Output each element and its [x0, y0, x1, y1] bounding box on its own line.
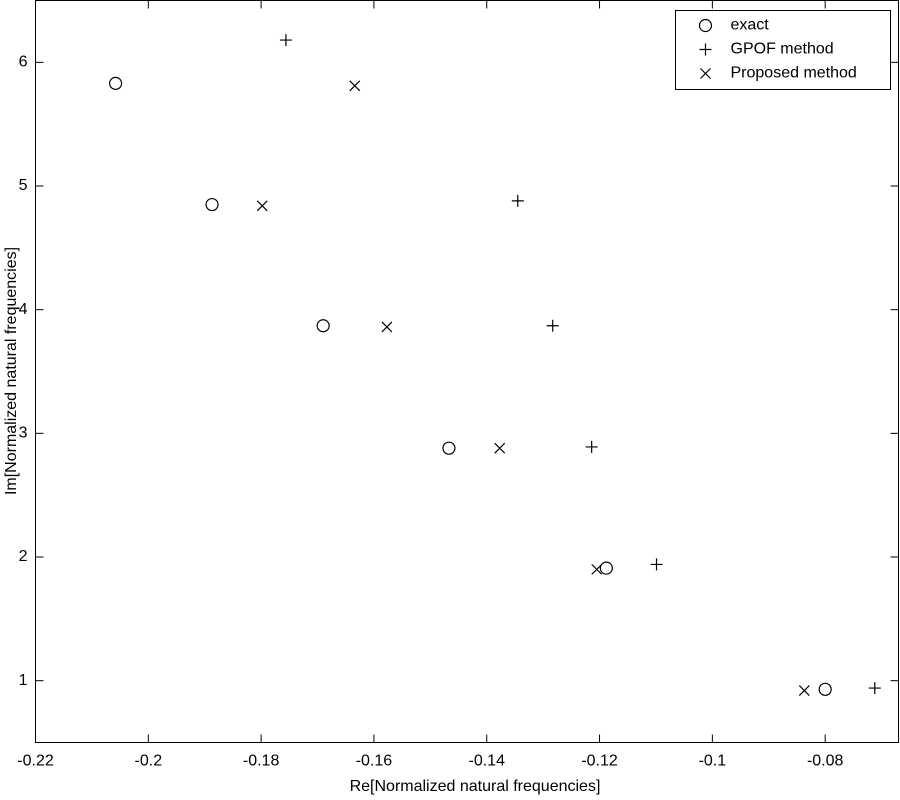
point — [591, 563, 603, 575]
point — [256, 200, 268, 212]
point — [511, 194, 524, 207]
y-tick-label: 1 — [19, 672, 28, 689]
x-tick-label: -0.12 — [581, 753, 618, 770]
x-axis-label: Re[Normalized natural frequencies] — [350, 778, 601, 795]
point — [349, 80, 361, 92]
legend-marker — [698, 18, 713, 33]
y-tick-label: 2 — [19, 548, 28, 565]
legend-label: GPOF method — [731, 41, 834, 58]
y-tick-label: 5 — [19, 177, 28, 194]
y-tick-label: 6 — [19, 54, 28, 71]
point — [798, 685, 810, 696]
point — [316, 319, 330, 333]
x-tick-label: -0.2 — [135, 753, 163, 770]
legend-marker — [700, 68, 711, 79]
point — [546, 319, 559, 332]
y-axis-label: Im[Normalized natural frequencies] — [3, 247, 20, 495]
point — [868, 682, 881, 695]
plot-frame — [35, 0, 899, 743]
point — [818, 682, 832, 696]
x-tick-label: -0.08 — [807, 753, 844, 770]
point — [650, 558, 663, 571]
x-tick-label: -0.16 — [356, 753, 393, 770]
point — [381, 321, 393, 333]
legend-label: Proposed method — [731, 65, 857, 82]
point — [108, 76, 123, 90]
point — [279, 34, 292, 47]
legend-marker — [699, 43, 712, 56]
y-tick-label: 3 — [19, 425, 28, 442]
legend-label: exact — [731, 17, 770, 34]
y-tick-label: 4 — [19, 301, 28, 318]
x-tick-label: -0.1 — [699, 753, 727, 770]
point — [599, 561, 613, 575]
x-tick-label: -0.22 — [17, 753, 54, 770]
point — [205, 197, 219, 212]
point — [494, 442, 506, 454]
x-tick-label: -0.18 — [243, 753, 280, 770]
point — [585, 440, 598, 453]
point — [442, 441, 456, 455]
x-tick-label: -0.14 — [469, 753, 506, 770]
